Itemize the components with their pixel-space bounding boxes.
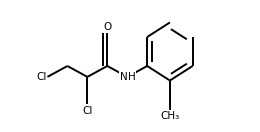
Text: O: O bbox=[103, 22, 112, 32]
Text: N: N bbox=[120, 72, 127, 82]
Text: Cl: Cl bbox=[82, 106, 93, 116]
Text: CH₃: CH₃ bbox=[160, 111, 180, 121]
Text: Cl: Cl bbox=[36, 72, 47, 82]
Text: H: H bbox=[128, 72, 136, 82]
